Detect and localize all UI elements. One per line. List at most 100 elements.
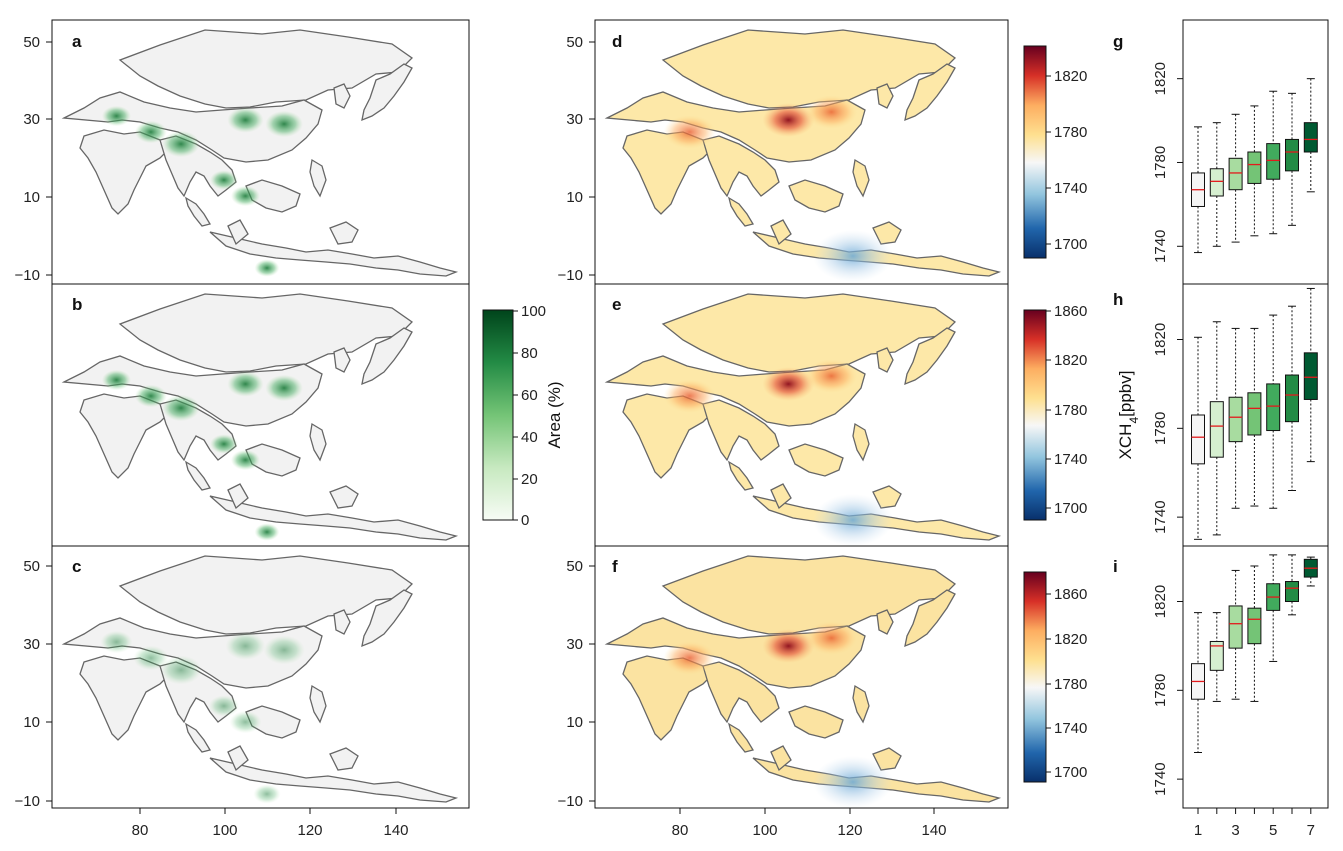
boxplot-i (1191, 554, 1318, 753)
y-tick-label: 1780 (1152, 146, 1169, 179)
x-tick-label: 1 (1194, 822, 1202, 839)
y-tick-label: −10 (558, 267, 583, 284)
boxplot-g-y-ticks: 1820 1780 1740 (1152, 62, 1183, 263)
y-tick-label: 1780 (1152, 674, 1169, 707)
y-tick-label: 1820 (1152, 62, 1169, 95)
area-hotspot (210, 434, 238, 454)
colorbar-e-tick: 1820 (1054, 352, 1087, 369)
box (1209, 168, 1224, 197)
panel-label-c: c (72, 557, 81, 576)
map-a-hotspots (101, 105, 304, 277)
area-hotspot (253, 784, 281, 804)
colorbar-d: 1820 1780 1740 1700 (1023, 45, 1087, 259)
area-hotspot (160, 655, 202, 685)
area-hotspot (225, 632, 266, 660)
y-tick-label: 10 (23, 189, 40, 206)
left-y-ticks-c: 50 30 10 −10 (15, 558, 52, 810)
x-tick-label: 5 (1269, 822, 1277, 839)
box (1228, 605, 1243, 649)
colorbar-d-tick: 1780 (1054, 124, 1087, 141)
area-colorbar-tick: 100 (521, 303, 546, 320)
middle-column-frame (594, 19, 1009, 809)
y-tick-label: 1820 (1152, 323, 1169, 356)
y-tick-label: 10 (23, 714, 40, 731)
colorbar-f-tick: 1740 (1054, 720, 1087, 737)
area-hotspot (100, 630, 133, 654)
xch4-hotspot (663, 115, 716, 149)
area-hotspot (230, 449, 261, 471)
y-tick-label: 50 (566, 558, 583, 575)
y-tick-label: −10 (15, 267, 40, 284)
boxplot-h-y-ticks: 1820 1780 1740 (1152, 323, 1183, 534)
colorbar-e-tick: 1860 (1054, 303, 1087, 320)
y-tick-label: 30 (23, 111, 40, 128)
map-c (63, 555, 457, 804)
area-colorbar-tick: 60 (521, 387, 538, 404)
map-f (606, 555, 1000, 808)
colorbar-f-tick: 1820 (1054, 631, 1087, 648)
xch4-hotspot (805, 95, 858, 129)
right-column-frame (1182, 19, 1329, 809)
box (1247, 392, 1262, 436)
map-d (606, 29, 1000, 282)
panel-label-e: e (612, 295, 621, 314)
area-hotspot (263, 635, 305, 665)
area-hotspot (208, 695, 240, 717)
area-hotspot (230, 185, 261, 207)
left-column-frame (51, 19, 470, 809)
right-column: g h i 1820 1780 1740 1820 1780 1740 1820 1780… (1113, 19, 1329, 839)
panel-label-h: h (1113, 290, 1123, 309)
x-tick-label: 80 (132, 822, 149, 839)
xch4-hotspot (663, 641, 716, 675)
area-hotspot (101, 105, 132, 127)
area-hotspot (265, 110, 304, 138)
area-colorbar-tick: 20 (521, 471, 538, 488)
area-colorbar-bar (482, 309, 514, 521)
area-colorbar-label: Area (%) (545, 381, 564, 448)
area-hotspot (162, 130, 200, 158)
boxplot-i-y-ticks: 1820 1780 1740 (1152, 585, 1183, 796)
boxplot-g (1191, 78, 1318, 254)
area-hotspot (254, 523, 280, 541)
boxplot-h (1191, 287, 1318, 540)
colorbar-f-tick: 1780 (1054, 676, 1087, 693)
colorbar-e-tick: 1780 (1054, 402, 1087, 419)
y-tick-label: 1740 (1152, 230, 1169, 263)
panel-label-a: a (72, 32, 82, 51)
map-e (606, 293, 1000, 546)
colorbar-e-tick: 1700 (1054, 500, 1087, 517)
colorbar-d-tick: 1820 (1054, 68, 1087, 85)
middle-column: d e f 50 30 10 −10 50 30 10 −10 (558, 19, 1087, 839)
map-e-hotspots (663, 359, 893, 546)
x-tick-label: 140 (921, 822, 946, 839)
colorbar-d-bar (1023, 45, 1047, 259)
colorbar-f-bar (1023, 571, 1047, 783)
xch4-hotspot (762, 103, 815, 137)
y-tick-label: 10 (566, 189, 583, 206)
x-tick-label: 7 (1307, 822, 1315, 839)
area-hotspot (162, 394, 200, 422)
panel-label-d: d (612, 32, 622, 51)
box (1191, 414, 1205, 465)
box (1228, 157, 1243, 191)
y-tick-label: 1740 (1152, 762, 1169, 795)
box (1285, 138, 1299, 172)
x-tick-label: 100 (212, 822, 237, 839)
x-tick-label: 140 (383, 822, 408, 839)
xch4-hotspot (663, 379, 716, 413)
map-d-hotspots (663, 95, 893, 282)
area-hotspot (133, 645, 169, 671)
box (1266, 143, 1281, 180)
ylabel-unit: [ppbv] (1116, 371, 1135, 417)
box (1303, 122, 1318, 153)
panel-label-i: i (1113, 557, 1118, 576)
colorbar-d-tick: 1700 (1054, 236, 1087, 253)
box (1209, 640, 1224, 671)
box (1247, 151, 1262, 184)
map-a (63, 29, 457, 277)
area-hotspot (227, 371, 264, 397)
x-tick-label: 100 (752, 822, 777, 839)
y-tick-label: 1740 (1152, 500, 1169, 533)
left-column: a b c 50 30 10 −10 50 30 10 −10 (15, 19, 564, 839)
